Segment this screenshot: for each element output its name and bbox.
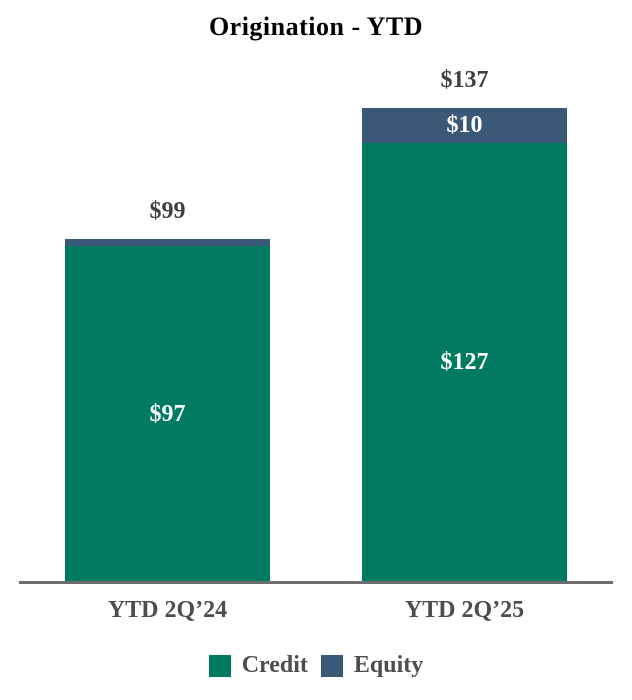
legend-item-equity: Equity [320, 652, 424, 679]
bar-total-label-ytd-2q24: $99 [149, 198, 186, 224]
legend-label-credit: Credit [241, 652, 308, 678]
bar-segment-equity-ytd-2q25: $10 [362, 108, 567, 143]
bar-ytd-2q25: $137 $10 $127 [362, 67, 567, 582]
bar-ytd-2q24: $99 $97 [65, 198, 270, 582]
legend-item-credit: Credit [208, 652, 308, 679]
segment-value-label: $127 [440, 349, 489, 375]
segment-value-label: $10 [446, 112, 483, 138]
equity-swatch-icon [320, 654, 343, 677]
legend-label-equity: Equity [353, 652, 424, 678]
bar-total-label-ytd-2q25: $137 [440, 67, 489, 93]
bar-segment-credit-ytd-2q24: $97 [65, 246, 270, 582]
segment-value-label: $97 [149, 400, 186, 427]
x-axis-label-ytd-2q25: YTD 2Q’25 [404, 597, 525, 623]
bar-segment-equity-ytd-2q24 [65, 239, 270, 246]
chart-title: Origination - YTD [208, 12, 424, 41]
legend: Credit Equity [0, 652, 632, 679]
x-axis-line [19, 581, 613, 584]
credit-swatch-icon [208, 654, 231, 677]
x-axis-label-ytd-2q24: YTD 2Q’24 [107, 597, 228, 623]
bar-segment-credit-ytd-2q25: $127 [362, 143, 567, 582]
